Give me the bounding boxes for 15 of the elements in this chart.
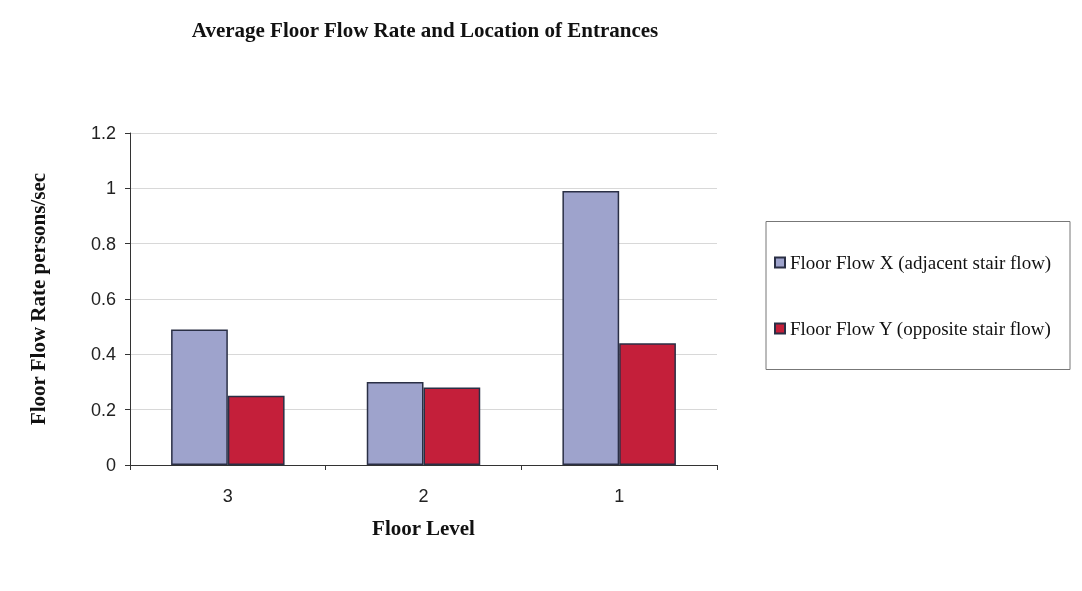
x-axis-title: Floor Level <box>372 515 476 540</box>
legend-label: Floor Flow Y (opposite stair flow) <box>790 318 1051 340</box>
y-tick-label: 0.8 <box>90 233 116 254</box>
x-tick-label: 1 <box>614 486 625 506</box>
y-tick-label: 1 <box>105 178 116 199</box>
y-tick-label: 0.2 <box>90 399 116 420</box>
y-tick-label: 0.4 <box>90 344 116 365</box>
chart-title: Average Floor Flow Rate and Location of Entrances <box>191 17 659 42</box>
y-axis-title: Floor Flow Rate persons/sec <box>25 172 50 426</box>
legend-label: Floor Flow X (adjacent stair flow) <box>790 252 1052 274</box>
y-tick-label: 0 <box>105 455 116 475</box>
x-tick-label: 3 <box>222 486 233 506</box>
x-tick-label: 2 <box>418 486 429 506</box>
y-tick-label: 1.2 <box>90 123 116 143</box>
y-tick-label: 0.6 <box>90 289 116 309</box>
